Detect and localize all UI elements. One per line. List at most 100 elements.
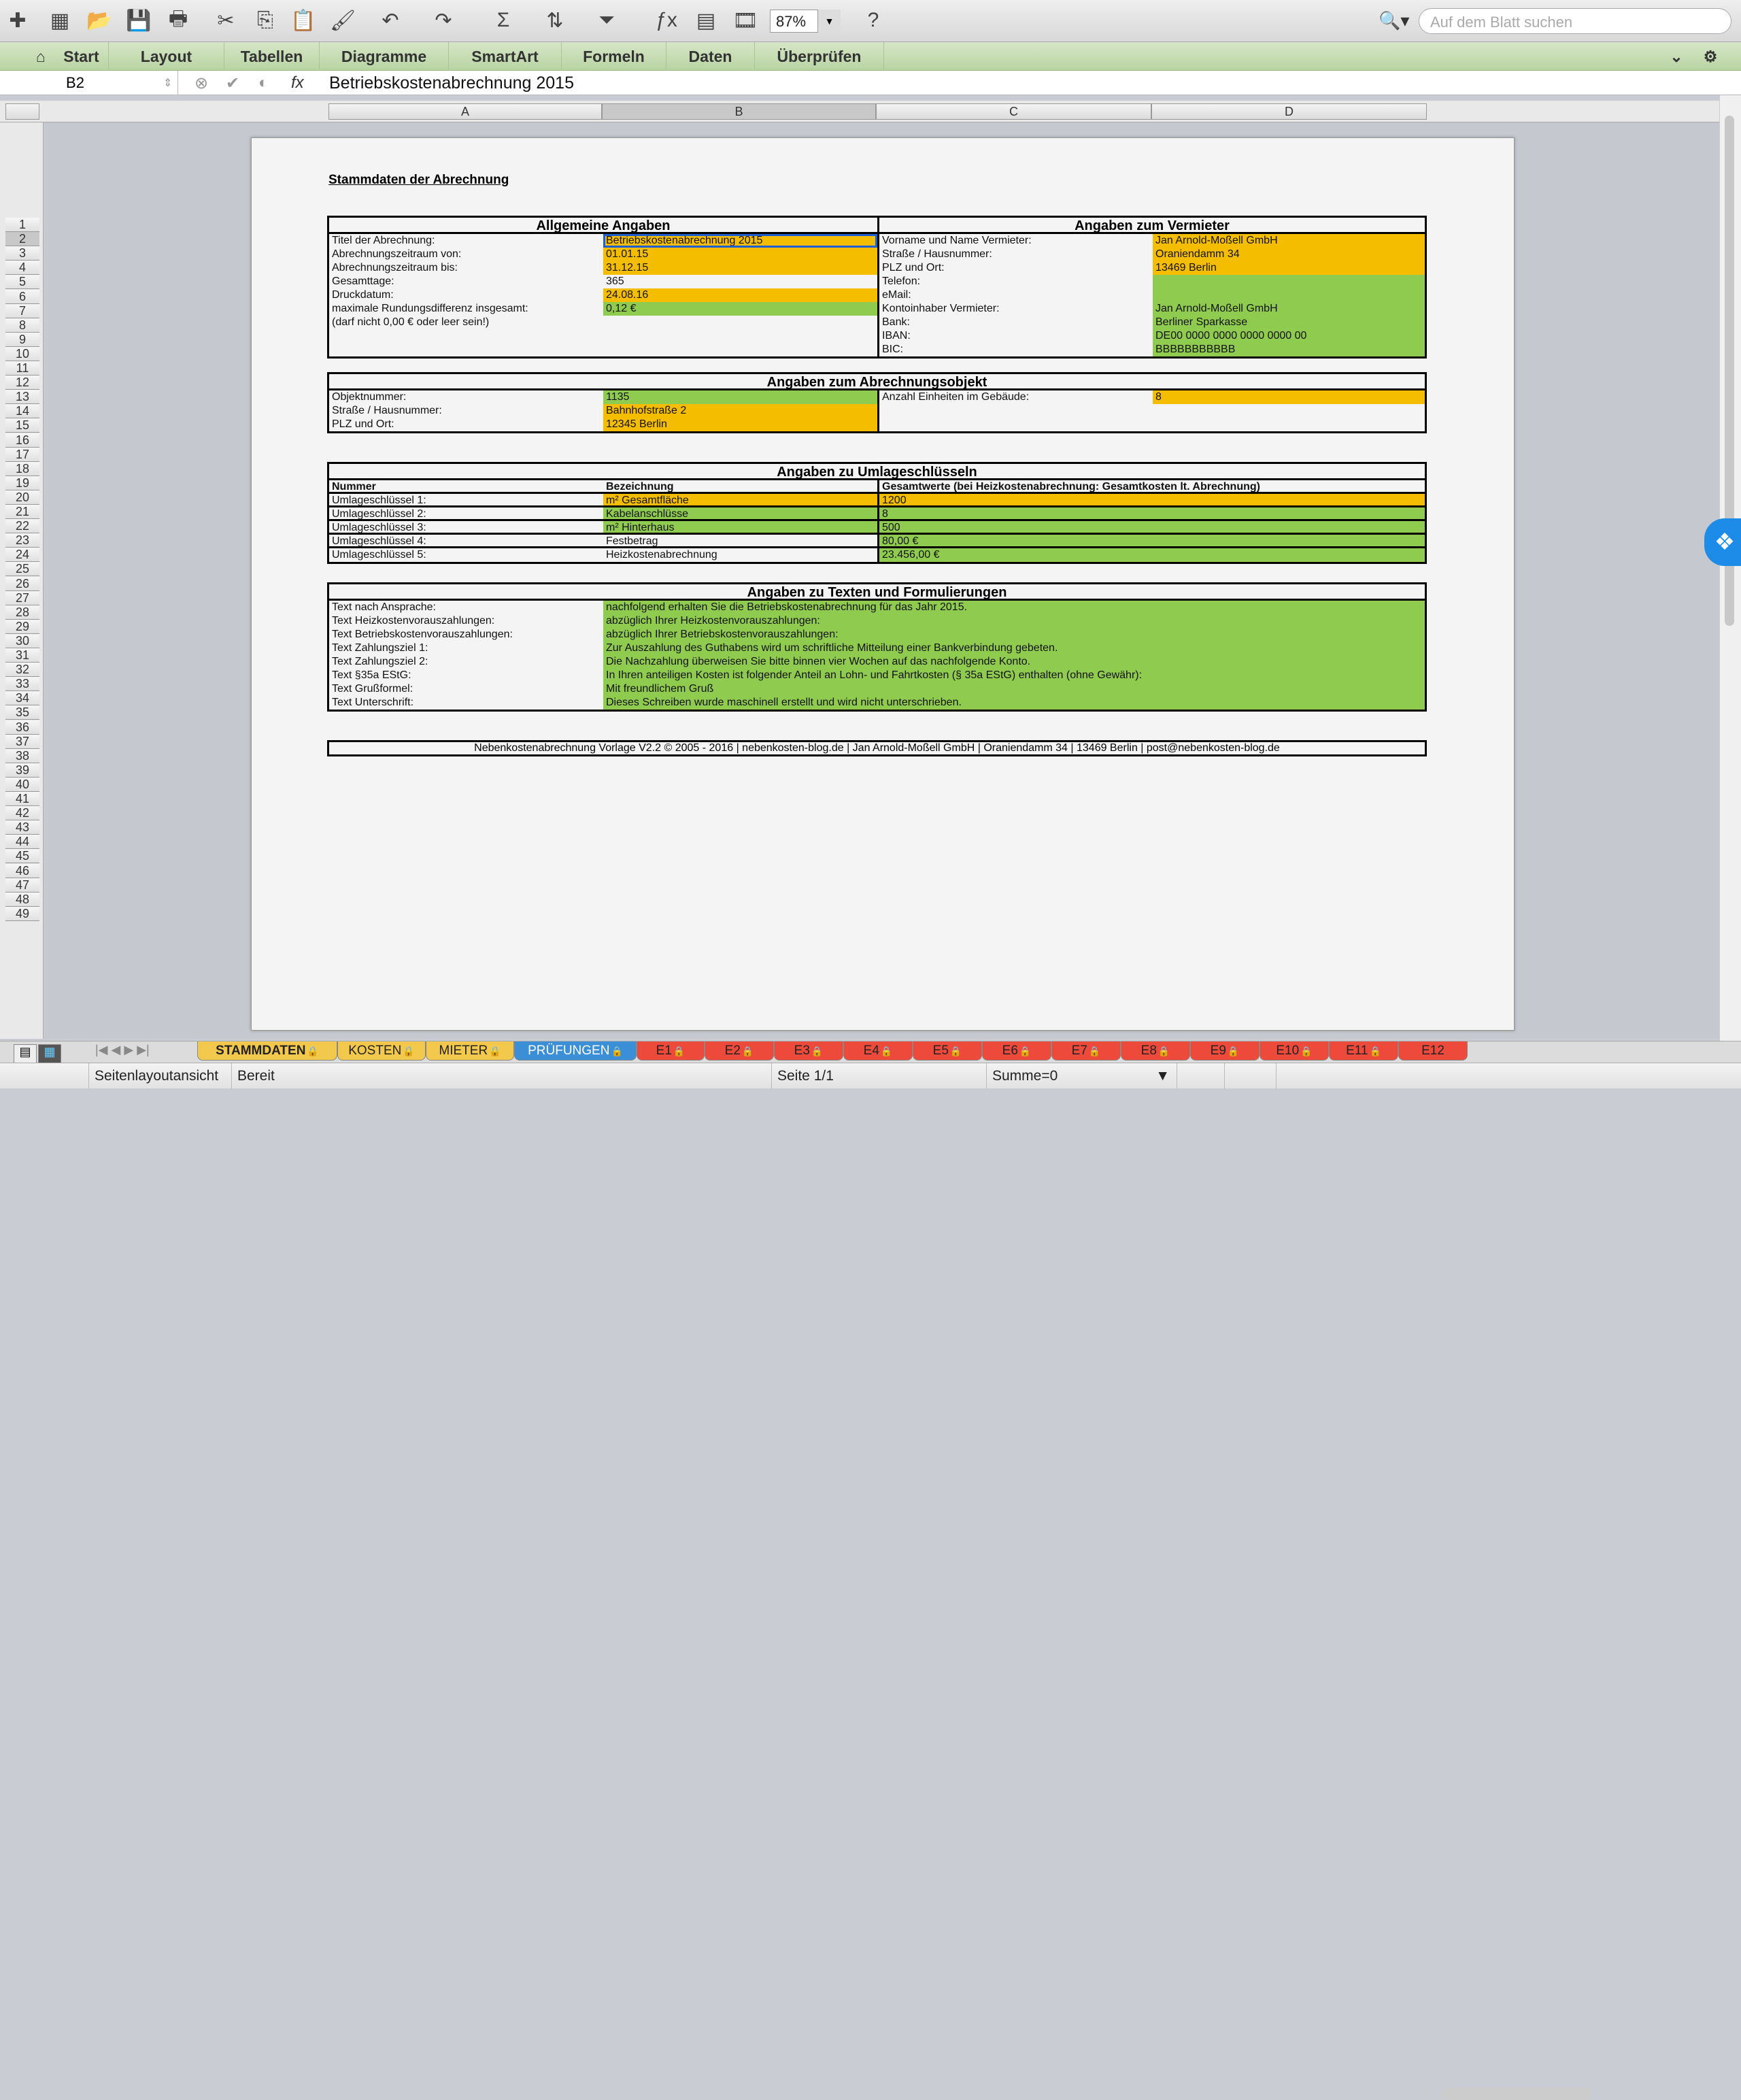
- cell-C-value[interactable]: 80,00 €: [877, 535, 1425, 548]
- row-header[interactable]: 22: [5, 519, 39, 534]
- toggle-icon[interactable]: ◐: [258, 73, 269, 92]
- cell-B-value[interactable]: In Ihren anteiligen Kosten ist folgender…: [603, 669, 1425, 682]
- cancel-icon[interactable]: ⊗: [195, 74, 209, 93]
- cell-B-value[interactable]: [603, 343, 877, 356]
- dropbox-icon[interactable]: ❖: [1704, 518, 1741, 566]
- cell-B-value[interactable]: [603, 316, 877, 329]
- cell-A-value[interactable]: maximale Rundungsdifferenz insgesamt:: [332, 303, 528, 314]
- row-header[interactable]: 48: [5, 892, 39, 907]
- sort-icon[interactable]: ⇅: [546, 9, 564, 32]
- row-header[interactable]: 2: [5, 232, 39, 247]
- cell-D-value[interactable]: Oraniendamm 34: [1153, 248, 1425, 261]
- cell-C-value[interactable]: 500: [877, 521, 1425, 535]
- cell-C-value[interactable]: Gesamtwerte (bei Heizkostenabrechnung: G…: [877, 480, 1425, 494]
- row-header[interactable]: 45: [5, 849, 39, 864]
- sheet-tab-e8[interactable]: E8 🔒: [1121, 1041, 1190, 1061]
- cell-A-value[interactable]: Text Betriebskostenvorauszahlungen:: [332, 629, 513, 640]
- search-icon[interactable]: 🔍▾: [1379, 10, 1410, 31]
- cell-A-value[interactable]: Text Zahlungsziel 1:: [332, 642, 428, 654]
- cell-A-value[interactable]: Text nach Ansprache:: [332, 601, 436, 613]
- cell-B-value[interactable]: Heizkostenabrechnung: [606, 549, 717, 561]
- row-header[interactable]: 46: [5, 863, 39, 878]
- new-icon[interactable]: ✚: [9, 9, 27, 32]
- sheet-tab-prüfungen[interactable]: PRÜFUNGEN 🔒: [514, 1041, 637, 1061]
- filter-icon[interactable]: ⏷: [598, 9, 615, 31]
- cell-B-value[interactable]: m² Gesamtfläche: [603, 494, 877, 507]
- row-header[interactable]: 6: [5, 289, 39, 304]
- row-header[interactable]: 33: [5, 677, 39, 692]
- cell-A-value[interactable]: Text §35a EStG:: [332, 669, 411, 681]
- row-header[interactable]: 38: [5, 748, 39, 763]
- cell-C-value[interactable]: PLZ und Ort:: [877, 261, 1153, 275]
- sheet-tab-e6[interactable]: E6 🔒: [982, 1041, 1051, 1061]
- sheet-tab-e2[interactable]: E2 🔒: [705, 1041, 774, 1061]
- row-header[interactable]: 37: [5, 734, 39, 749]
- open-icon[interactable]: 📂: [86, 9, 112, 32]
- sheet-tab-e3[interactable]: E3 🔒: [774, 1041, 843, 1061]
- gallery-icon[interactable]: ▦: [50, 9, 70, 32]
- cell-A-value[interactable]: Gesamttage:: [332, 276, 394, 287]
- row-header[interactable]: 21: [5, 505, 39, 519]
- cell-D-value[interactable]: [1153, 288, 1425, 302]
- cell-A-value[interactable]: Text Grußformel:: [332, 683, 413, 695]
- cell-B-value[interactable]: 0,12 €: [603, 302, 877, 316]
- row-header[interactable]: 42: [5, 806, 39, 821]
- cell-C-value[interactable]: BIC:: [877, 343, 1153, 356]
- cell-C-value[interactable]: Vorname und Name Vermieter:: [877, 234, 1153, 248]
- row-header[interactable]: 31: [5, 648, 39, 663]
- row-header[interactable]: 1: [5, 218, 39, 232]
- row-header[interactable]: 20: [5, 490, 39, 505]
- cell-A-value[interactable]: Titel der Abrechnung:: [332, 235, 435, 246]
- cell-A-value[interactable]: PLZ und Ort:: [332, 418, 394, 430]
- function-icon[interactable]: ƒx: [656, 9, 677, 31]
- save-icon[interactable]: 💾: [126, 9, 152, 32]
- column-header-B[interactable]: B: [602, 103, 876, 120]
- undo-icon[interactable]: ↶: [382, 9, 399, 32]
- sheet-tab-e4[interactable]: E4 🔒: [843, 1041, 913, 1061]
- cell-A-value[interactable]: Text Unterschrift:: [332, 697, 414, 708]
- tab-nav-arrows-icon[interactable]: |◀ ◀ ▶ ▶|: [95, 1043, 150, 1056]
- cell-D-value[interactable]: Jan Arnold-Moßell GmbH: [1153, 302, 1425, 316]
- row-header[interactable]: 32: [5, 663, 39, 678]
- cell-B-value[interactable]: Dieses Schreiben wurde maschinell erstel…: [603, 696, 1425, 710]
- cell-C-value[interactable]: Telefon:: [877, 275, 1153, 288]
- cell-B-value[interactable]: Bezeichnung: [603, 480, 877, 494]
- confirm-icon[interactable]: ✔: [226, 74, 240, 93]
- row-header[interactable]: 18: [5, 461, 39, 476]
- cell-D-value[interactable]: Berliner Sparkasse: [1153, 316, 1425, 329]
- row-header[interactable]: 26: [5, 576, 39, 591]
- row-header[interactable]: 19: [5, 476, 39, 490]
- cell-B-value[interactable]: Bahnhofstraße 2: [603, 404, 877, 418]
- row-header[interactable]: 15: [5, 418, 39, 433]
- cell-D-value[interactable]: DE00 0000 0000 0000 0000 00: [1153, 329, 1425, 343]
- row-header[interactable]: 10: [5, 346, 39, 361]
- row-header[interactable]: 41: [5, 792, 39, 806]
- cell-A-value[interactable]: Umlageschlüssel 3:: [329, 521, 603, 535]
- cell-C-value[interactable]: Kontoinhaber Vermieter:: [877, 302, 1153, 316]
- row-header[interactable]: 13: [5, 390, 39, 405]
- sheet-tab-e7[interactable]: E7 🔒: [1051, 1041, 1121, 1061]
- row-header[interactable]: 47: [5, 878, 39, 893]
- print-icon[interactable]: 🖶: [168, 7, 188, 30]
- row-header[interactable]: 29: [5, 619, 39, 634]
- formula-input[interactable]: Betriebskostenabrechnung 2015: [329, 73, 574, 93]
- row-header[interactable]: 28: [5, 605, 39, 620]
- gear-icon[interactable]: ⚙: [1703, 48, 1718, 65]
- vertical-scroll-thumb[interactable]: [1725, 116, 1734, 626]
- stepper-icon[interactable]: ⇕: [163, 78, 173, 89]
- chevron-down-icon[interactable]: ▼: [817, 10, 841, 33]
- row-header[interactable]: 40: [5, 777, 39, 792]
- cell-A-value[interactable]: (darf nicht 0,00 € oder leer sein!): [332, 316, 490, 328]
- row-header[interactable]: 16: [5, 433, 39, 448]
- column-header-D[interactable]: D: [1151, 103, 1427, 120]
- cell-B-value[interactable]: m² Hinterhaus: [603, 521, 877, 535]
- row-header[interactable]: 5: [5, 275, 39, 290]
- cell-D-value[interactable]: 8: [1153, 390, 1425, 404]
- row-header[interactable]: 27: [5, 590, 39, 605]
- cell-B-value[interactable]: Zur Auszahlung des Guthabens wird um sch…: [603, 641, 1425, 655]
- row-header[interactable]: 43: [5, 820, 39, 835]
- copy-icon[interactable]: ⎘: [257, 9, 273, 31]
- formula-builder-icon[interactable]: ▤: [696, 9, 716, 32]
- cell-A-value[interactable]: Text Zahlungsziel 2:: [332, 656, 428, 667]
- format-painter-icon[interactable]: 🖌: [329, 9, 356, 32]
